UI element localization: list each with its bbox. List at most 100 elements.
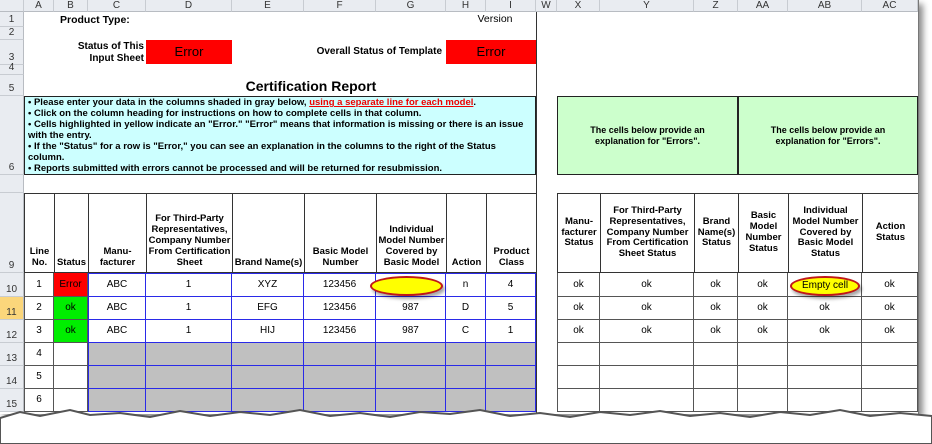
product-type-label: Product Type: [60, 13, 130, 26]
row-status: ok [54, 320, 88, 343]
column-header-D[interactable]: D [146, 0, 232, 12]
row-header[interactable]: 9 [0, 193, 24, 273]
input-cell[interactable]: 1 [146, 273, 232, 297]
frozen-pane-divider [536, 12, 537, 414]
column-header-C[interactable]: C [88, 0, 146, 12]
column-heading[interactable]: Brand Name(s) [232, 193, 305, 273]
row-header[interactable]: 11 [0, 297, 24, 320]
column-header-AC[interactable]: AC [862, 0, 918, 12]
status-cell [694, 389, 738, 412]
input-cell[interactable] [446, 343, 486, 366]
status-cell: ok [600, 297, 694, 320]
column-header-AA[interactable]: AA [738, 0, 788, 12]
input-cell[interactable] [146, 343, 232, 366]
column-header-I[interactable]: I [486, 0, 536, 12]
line-number: 6 [24, 389, 54, 412]
input-cell[interactable] [304, 366, 376, 389]
input-cell[interactable] [376, 366, 446, 389]
input-cell[interactable]: n [446, 273, 486, 297]
input-cell[interactable] [376, 389, 446, 412]
status-column-heading[interactable]: Brand Name(s) Status [694, 193, 739, 273]
input-cell[interactable]: D [446, 297, 486, 320]
column-header-H[interactable]: H [446, 0, 486, 12]
column-header-A[interactable]: A [24, 0, 54, 12]
row-header[interactable]: 12 [0, 320, 24, 343]
status-cell: ok [557, 297, 600, 320]
input-cell[interactable]: 1 [486, 320, 536, 343]
input-cell[interactable]: 123456 [304, 297, 376, 320]
column-heading[interactable]: Basic Model Number [304, 193, 377, 273]
row-header[interactable]: 1 [0, 12, 24, 27]
separate-line-link[interactable]: using a separate line for each model [309, 97, 474, 108]
status-column-heading[interactable]: Individual Model Number Covered by Basic… [788, 193, 863, 273]
input-cell[interactable]: HIJ [232, 320, 304, 343]
column-header-E[interactable]: E [232, 0, 304, 12]
row-header[interactable]: 3 [0, 40, 24, 65]
column-heading[interactable]: Individual Model Number Covered by Basic… [376, 193, 447, 273]
column-heading[interactable]: Line No. [24, 193, 55, 273]
status-column-heading[interactable]: Action Status [862, 193, 918, 273]
input-cell[interactable]: ABC [88, 320, 146, 343]
input-cell[interactable] [232, 366, 304, 389]
input-cell[interactable] [304, 389, 376, 412]
column-header-W[interactable]: W [536, 0, 557, 12]
column-heading[interactable]: Product Class [486, 193, 537, 273]
column-heading[interactable]: For Third-Party Representatives, Company… [146, 193, 233, 273]
input-cell[interactable]: 5 [486, 297, 536, 320]
input-cell[interactable] [486, 366, 536, 389]
input-cell[interactable]: ABC [88, 273, 146, 297]
instruction-4: • If the "Status" for a row is "Error," … [28, 140, 496, 163]
input-cell[interactable] [232, 343, 304, 366]
column-header-B[interactable]: B [54, 0, 88, 12]
input-cell[interactable]: 987 [376, 297, 446, 320]
column-heading[interactable]: Action [446, 193, 487, 273]
column-heading[interactable]: Manu-facturer [88, 193, 147, 273]
row-header[interactable] [0, 175, 24, 193]
input-cell[interactable] [486, 389, 536, 412]
row-header[interactable]: 6 [0, 96, 24, 175]
column-header-X[interactable]: X [557, 0, 600, 12]
input-cell[interactable] [486, 343, 536, 366]
input-cell[interactable]: 987 [376, 320, 446, 343]
input-cell[interactable] [232, 389, 304, 412]
row-header[interactable]: 14 [0, 366, 24, 389]
row-header[interactable]: 13 [0, 343, 24, 366]
input-cell[interactable] [146, 366, 232, 389]
status-column-heading[interactable]: Basic Model Number Status [738, 193, 789, 273]
row-status: Error [54, 273, 88, 297]
input-cell[interactable] [88, 343, 146, 366]
input-cell[interactable]: 4 [486, 273, 536, 297]
status-cell: ok [557, 273, 600, 297]
input-cell[interactable] [304, 343, 376, 366]
input-cell[interactable] [88, 366, 146, 389]
input-cell[interactable]: EFG [232, 297, 304, 320]
input-cell[interactable]: ABC [88, 297, 146, 320]
input-cell[interactable]: 1 [146, 320, 232, 343]
input-cell[interactable]: 123456 [304, 320, 376, 343]
column-header-Y[interactable]: Y [600, 0, 694, 12]
column-heading[interactable]: Status [54, 193, 89, 273]
row-header[interactable]: 15 [0, 389, 24, 412]
line-number: 5 [24, 366, 54, 389]
status-column-heading[interactable]: For Third-Party Representatives, Company… [600, 193, 695, 273]
row-header[interactable]: 10 [0, 273, 24, 297]
input-cell[interactable]: 1 [146, 297, 232, 320]
input-cell[interactable] [446, 366, 486, 389]
input-cell[interactable]: C [446, 320, 486, 343]
column-header-Z[interactable]: Z [694, 0, 738, 12]
column-header-AB[interactable]: AB [788, 0, 862, 12]
input-cell[interactable] [376, 273, 446, 297]
status-cell: ok [788, 297, 862, 320]
column-header-G[interactable]: G [376, 0, 446, 12]
row-header[interactable]: 2 [0, 27, 24, 40]
status-cell [600, 389, 694, 412]
row-header[interactable]: 4 [0, 62, 24, 75]
status-column-heading[interactable]: Manu-facturer Status [557, 193, 601, 273]
input-cell[interactable] [376, 343, 446, 366]
input-cell[interactable]: 123456 [304, 273, 376, 297]
column-header-F[interactable]: F [304, 0, 376, 12]
select-all-corner[interactable] [0, 0, 24, 12]
input-cell[interactable] [88, 389, 146, 412]
input-cell[interactable]: XYZ [232, 273, 304, 297]
row-header[interactable]: 5 [0, 75, 24, 96]
